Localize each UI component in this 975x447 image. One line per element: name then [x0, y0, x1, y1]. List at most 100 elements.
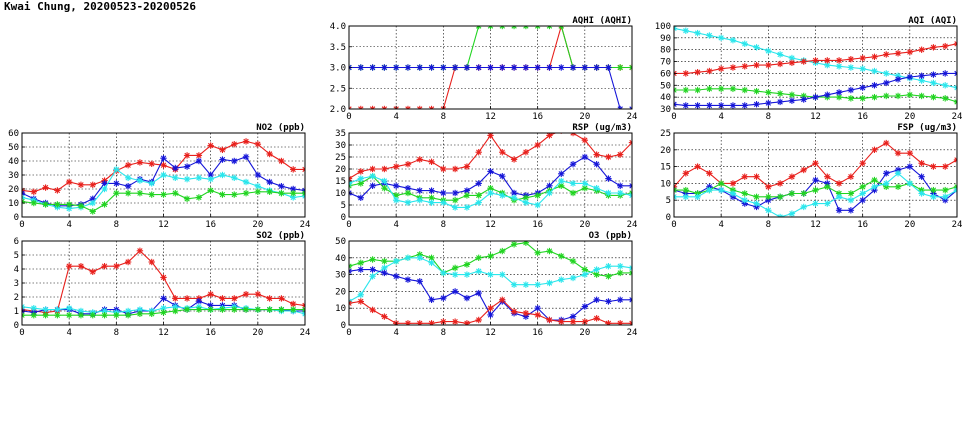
- data-point-red: [510, 156, 518, 163]
- data-point-green: [357, 259, 364, 267]
- x-tick-label: 4: [393, 112, 398, 122]
- y-tick-label: 10: [335, 189, 346, 199]
- data-point-cyan: [392, 197, 400, 204]
- y-tick-label: 50: [660, 81, 671, 91]
- data-point-blue: [788, 97, 796, 104]
- data-point-blue: [499, 173, 506, 180]
- y-tick-label: 30: [335, 141, 346, 151]
- data-point-cyan: [765, 207, 772, 214]
- data-point-cyan: [124, 174, 132, 181]
- data-point-red: [172, 295, 179, 302]
- data-point-green: [765, 193, 772, 201]
- y-tick-label: 30: [8, 171, 19, 181]
- data-point-cyan: [674, 26, 678, 32]
- data-point-green: [753, 88, 760, 95]
- data-point-cyan: [487, 271, 494, 278]
- data-point-red: [499, 296, 506, 303]
- data-point-green: [847, 95, 855, 102]
- chart-no2: NO2 (ppb) 0 4 8 12 16 20 24 0 10 20 30 40 50 60: [8, 123, 310, 230]
- y-tick-label: 4.0: [330, 22, 346, 32]
- data-point-blue: [487, 64, 494, 71]
- data-point-green: [266, 306, 273, 313]
- data-point-green: [871, 93, 878, 101]
- y-tick-label: 50: [335, 237, 346, 247]
- data-point-blue: [416, 187, 423, 194]
- data-point-green: [349, 263, 353, 270]
- y-tick-label: 2.5: [330, 84, 346, 94]
- data-point-cyan: [717, 34, 725, 42]
- data-point-green: [753, 193, 760, 201]
- x-tick-label: 0: [19, 220, 24, 230]
- y-tick-label: 0: [14, 213, 19, 223]
- data-point-cyan: [428, 199, 435, 206]
- data-point-blue: [357, 64, 364, 71]
- x-tick-label: 8: [114, 328, 119, 338]
- data-point-blue: [160, 295, 167, 302]
- data-point-blue: [463, 294, 471, 302]
- data-point-red: [824, 173, 831, 180]
- data-point-red: [207, 142, 214, 149]
- data-point-blue: [463, 64, 471, 71]
- data-point-green: [475, 254, 482, 261]
- data-point-green: [522, 241, 530, 246]
- x-tick-label: 12: [485, 220, 496, 230]
- data-point-blue: [581, 303, 589, 310]
- data-point-cyan: [254, 183, 262, 190]
- data-point-green: [290, 306, 297, 313]
- x-tick-label: 20: [904, 220, 915, 230]
- data-point-green: [741, 86, 748, 94]
- data-point-blue: [558, 170, 565, 177]
- x-tick-label: 16: [532, 328, 543, 338]
- data-point-blue: [416, 278, 423, 285]
- data-point-red: [847, 56, 855, 63]
- data-point-green: [788, 190, 796, 197]
- data-point-cyan: [918, 77, 925, 84]
- data-point-green: [682, 186, 689, 194]
- data-point-cyan: [628, 264, 632, 272]
- data-point-red: [428, 320, 435, 325]
- x-tick-label: 24: [300, 220, 311, 230]
- data-point-blue: [101, 180, 108, 187]
- data-point-green: [30, 199, 37, 207]
- data-point-red: [682, 170, 689, 177]
- data-point-red: [381, 165, 388, 173]
- data-point-green: [231, 306, 238, 313]
- data-point-blue: [22, 190, 26, 197]
- x-tick-label: 20: [252, 328, 263, 338]
- data-point-green: [463, 192, 471, 199]
- data-point-green: [278, 190, 285, 197]
- data-point-red: [77, 181, 85, 188]
- data-point-green: [101, 201, 108, 208]
- data-point-cyan: [581, 271, 589, 278]
- data-point-cyan: [136, 177, 144, 184]
- data-point-green: [487, 252, 494, 260]
- data-point-cyan: [617, 189, 624, 197]
- data-point-blue: [451, 189, 459, 197]
- data-point-green: [148, 310, 155, 317]
- data-point-cyan: [428, 259, 435, 267]
- data-point-red: [301, 302, 305, 309]
- data-point-cyan: [906, 180, 914, 187]
- data-point-green: [569, 189, 577, 197]
- data-point-blue: [487, 168, 494, 175]
- x-tick-label: 0: [671, 220, 676, 230]
- data-point-red: [741, 63, 748, 70]
- chart-title: NO2 (ppb): [256, 123, 305, 133]
- data-point-red: [800, 166, 807, 174]
- data-point-green: [254, 188, 262, 195]
- data-point-green: [266, 188, 273, 195]
- data-point-blue: [800, 96, 807, 103]
- data-point-red: [254, 141, 262, 148]
- data-point-green: [546, 26, 553, 30]
- data-point-blue: [534, 305, 541, 312]
- chart-title: FSP (ug/m3): [897, 123, 957, 133]
- data-point-red: [451, 165, 459, 173]
- data-point-blue: [278, 183, 285, 190]
- data-point-green: [113, 190, 120, 197]
- data-point-green: [617, 64, 624, 71]
- x-tick-label: 8: [441, 112, 446, 122]
- data-point-green: [558, 26, 565, 30]
- x-tick-label: 4: [718, 112, 723, 122]
- data-point-red: [522, 310, 530, 317]
- data-point-red: [416, 156, 423, 163]
